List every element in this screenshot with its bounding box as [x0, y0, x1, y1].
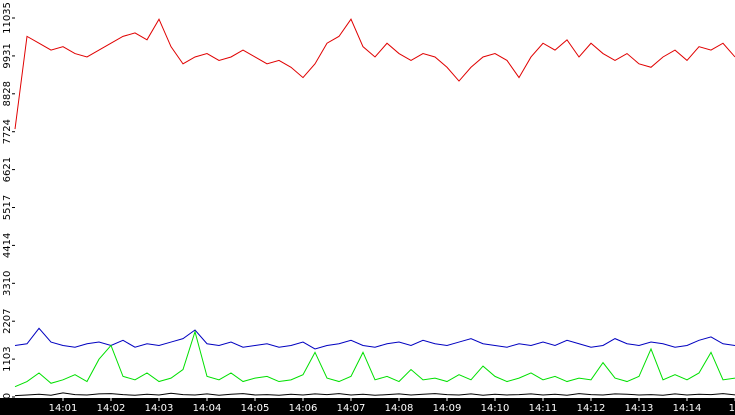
- x-tick-label: 14:08: [385, 403, 414, 414]
- x-tick-label: 14:01: [49, 403, 78, 414]
- y-tick-label: 4414: [2, 233, 13, 258]
- x-tick-label: 14:11: [529, 403, 558, 414]
- series-line: [14, 18, 735, 130]
- x-tick-label: 14:09: [433, 403, 462, 414]
- x-tick-label: 14:12: [577, 403, 606, 414]
- y-tick-label: 1103: [2, 346, 13, 371]
- x-axis-band: [0, 398, 735, 415]
- y-tick-label: 6621: [2, 157, 13, 182]
- y-tick-label: 9931: [2, 43, 13, 68]
- x-tick-label: 14:02: [97, 403, 126, 414]
- y-tick-label: 11035: [2, 2, 13, 34]
- y-tick-label: 5517: [2, 195, 13, 220]
- x-tick-label: 14:06: [289, 403, 318, 414]
- y-tick-label: 0: [2, 393, 13, 399]
- y-tick-label: 3310: [2, 271, 13, 296]
- y-tick-label: 8828: [2, 81, 13, 106]
- y-tick-label: 7724: [2, 119, 13, 144]
- y-tick-label: 2207: [2, 308, 13, 333]
- series-line: [14, 329, 735, 388]
- x-tick-label: 14:07: [337, 403, 366, 414]
- x-tick-label: 14:04: [193, 403, 222, 414]
- x-tick-label: 14:05: [241, 403, 270, 414]
- x-tick-label: 14: [729, 403, 735, 414]
- x-tick-label: 14:10: [481, 403, 510, 414]
- series-line: [14, 327, 735, 350]
- x-tick-label: 14:13: [625, 403, 654, 414]
- x-tick-label: 14:03: [145, 403, 174, 414]
- series-line: [14, 392, 735, 397]
- x-tick-label: 14:14: [673, 403, 702, 414]
